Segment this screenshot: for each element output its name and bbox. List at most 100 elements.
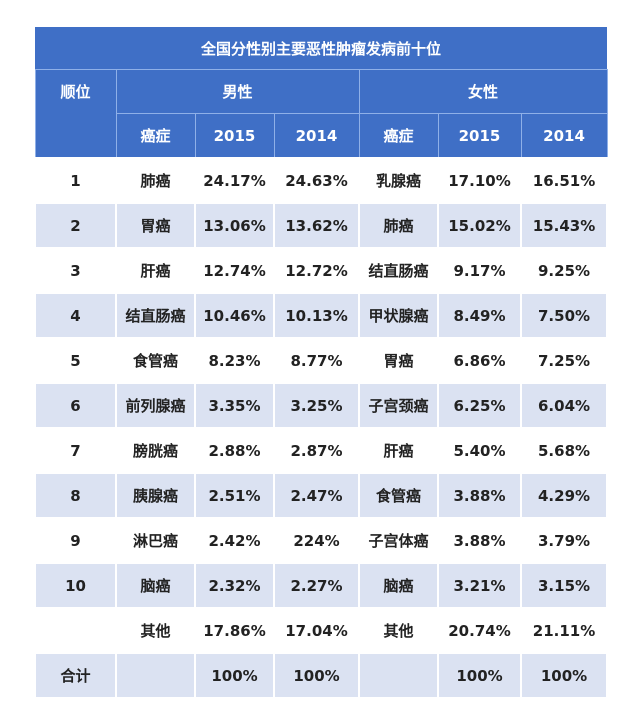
- male-2014-cell: 12.72%: [273, 247, 360, 294]
- female-2014-cell: 4.29%: [519, 472, 609, 519]
- female-2015-cell: 17.10%: [437, 157, 522, 204]
- male-cancer-cell: 前列腺癌: [115, 382, 196, 429]
- male-2014-cell: 24.63%: [273, 157, 360, 204]
- female-2014-cell: 21.11%: [519, 607, 609, 654]
- table-row: 4 结直肠癌 10.46% 10.13% 甲状腺癌 8.49% 7.50%: [34, 292, 609, 339]
- male-2015-cell: 10.46%: [194, 292, 275, 339]
- table-row: 8 胰腺癌 2.51% 2.47% 食管癌 3.88% 4.29%: [34, 472, 609, 519]
- table-row: 7 膀胱癌 2.88% 2.87% 肝癌 5.40% 5.68%: [34, 427, 609, 474]
- male-2015-header: 2015: [194, 113, 275, 159]
- female-group-header: 女性: [358, 69, 608, 114]
- table-row: 9 淋巴癌 2.42% 224% 子宫体癌 3.88% 3.79%: [34, 517, 609, 564]
- female-2015-cell: 15.02%: [437, 202, 522, 249]
- table-row: 2 胃癌 13.06% 13.62% 肺癌 15.02% 15.43%: [34, 202, 609, 249]
- female-2014-cell: 100%: [519, 652, 609, 699]
- male-cancer-cell: 膀胱癌: [115, 427, 196, 474]
- male-2015-cell: 17.86%: [194, 607, 275, 654]
- male-cancer-header: 癌症: [115, 113, 196, 159]
- female-2015-cell: 6.86%: [437, 337, 522, 384]
- female-2015-header: 2015: [437, 113, 522, 159]
- female-2014-cell: 7.25%: [519, 337, 609, 384]
- female-cancer-cell: 结直肠癌: [358, 247, 439, 294]
- rank-cell: [34, 607, 117, 654]
- female-cancer-cell: 肺癌: [358, 202, 439, 249]
- table-row: 6 前列腺癌 3.35% 3.25% 子宫颈癌 6.25% 6.04%: [34, 382, 609, 429]
- female-2014-cell: 6.04%: [519, 382, 609, 429]
- male-2014-cell: 17.04%: [273, 607, 360, 654]
- male-2014-cell: 10.13%: [273, 292, 360, 339]
- female-cancer-cell: 肝癌: [358, 427, 439, 474]
- rank-cell: 4: [34, 292, 117, 339]
- male-cancer-cell: 结直肠癌: [115, 292, 196, 339]
- table-row: 1 肺癌 24.17% 24.63% 乳腺癌 17.10% 16.51%: [34, 157, 609, 204]
- rank-cell: 2: [34, 202, 117, 249]
- male-cancer-cell: 食管癌: [115, 337, 196, 384]
- rank-cell: 10: [34, 562, 117, 609]
- female-cancer-cell: 子宫颈癌: [358, 382, 439, 429]
- male-cancer-cell: 其他: [115, 607, 196, 654]
- male-2014-cell: 13.62%: [273, 202, 360, 249]
- male-2014-cell: 2.47%: [273, 472, 360, 519]
- female-cancer-cell: 脑癌: [358, 562, 439, 609]
- female-cancer-cell: 子宫体癌: [358, 517, 439, 564]
- female-2015-cell: 100%: [437, 652, 522, 699]
- male-2015-cell: 13.06%: [194, 202, 275, 249]
- male-2015-cell: 3.35%: [194, 382, 275, 429]
- male-2014-cell: 3.25%: [273, 382, 360, 429]
- table-row: 合计 100% 100% 100% 100%: [34, 652, 609, 699]
- male-cancer-cell: 淋巴癌: [115, 517, 196, 564]
- female-cancer-cell: 其他: [358, 607, 439, 654]
- rank-cell: 6: [34, 382, 117, 429]
- female-2014-cell: 7.50%: [519, 292, 609, 339]
- male-cancer-cell: 肺癌: [115, 157, 196, 204]
- male-cancer-cell: 肝癌: [115, 247, 196, 294]
- male-2015-cell: 24.17%: [194, 157, 275, 204]
- female-2014-cell: 3.15%: [519, 562, 609, 609]
- female-2015-cell: 9.17%: [437, 247, 522, 294]
- table-title: 全国分性别主要恶性肿瘤发病前十位: [35, 27, 608, 70]
- table-row: 其他 17.86% 17.04% 其他 20.74% 21.11%: [34, 607, 609, 654]
- male-cancer-cell: 胰腺癌: [115, 472, 196, 519]
- male-cancer-cell: 脑癌: [115, 562, 196, 609]
- rank-header: 顺位: [34, 69, 117, 114]
- rank-cell: 7: [34, 427, 117, 474]
- cancer-incidence-table: 全国分性别主要恶性肿瘤发病前十位 顺位 男性 女性 癌症 2015 2014 癌…: [34, 27, 609, 699]
- female-2014-header: 2014: [520, 113, 608, 159]
- female-2015-cell: 3.21%: [437, 562, 522, 609]
- female-2014-cell: 9.25%: [519, 247, 609, 294]
- female-cancer-cell: 食管癌: [358, 472, 439, 519]
- female-2015-cell: 20.74%: [437, 607, 522, 654]
- female-2014-cell: 3.79%: [519, 517, 609, 564]
- male-2015-cell: 100%: [194, 652, 275, 699]
- female-2014-cell: 5.68%: [519, 427, 609, 474]
- rank-subheader-empty: [34, 113, 117, 159]
- female-2015-cell: 3.88%: [437, 472, 522, 519]
- female-cancer-cell: 乳腺癌: [358, 157, 439, 204]
- male-2015-cell: 2.32%: [194, 562, 275, 609]
- female-2015-cell: 6.25%: [437, 382, 522, 429]
- male-2015-cell: 2.88%: [194, 427, 275, 474]
- table-row: 10 脑癌 2.32% 2.27% 脑癌 3.21% 3.15%: [34, 562, 609, 609]
- male-2015-cell: 8.23%: [194, 337, 275, 384]
- female-cancer-header: 癌症: [358, 113, 439, 159]
- male-2014-cell: 224%: [273, 517, 360, 564]
- rank-cell: 3: [34, 247, 117, 294]
- male-2015-cell: 2.51%: [194, 472, 275, 519]
- male-2015-cell: 12.74%: [194, 247, 275, 294]
- table-row: 3 肝癌 12.74% 12.72% 结直肠癌 9.17% 9.25%: [34, 247, 609, 294]
- female-cancer-cell: [358, 652, 439, 699]
- male-cancer-cell: 胃癌: [115, 202, 196, 249]
- male-2014-cell: 2.87%: [273, 427, 360, 474]
- female-2015-cell: 3.88%: [437, 517, 522, 564]
- table-row: 5 食管癌 8.23% 8.77% 胃癌 6.86% 7.25%: [34, 337, 609, 384]
- male-2015-cell: 2.42%: [194, 517, 275, 564]
- female-cancer-cell: 甲状腺癌: [358, 292, 439, 339]
- male-group-header: 男性: [115, 69, 360, 114]
- male-cancer-cell: [115, 652, 196, 699]
- female-2015-cell: 5.40%: [437, 427, 522, 474]
- rank-cell: 9: [34, 517, 117, 564]
- rank-cell: 5: [34, 337, 117, 384]
- male-2014-cell: 100%: [273, 652, 360, 699]
- male-2014-cell: 2.27%: [273, 562, 360, 609]
- female-2015-cell: 8.49%: [437, 292, 522, 339]
